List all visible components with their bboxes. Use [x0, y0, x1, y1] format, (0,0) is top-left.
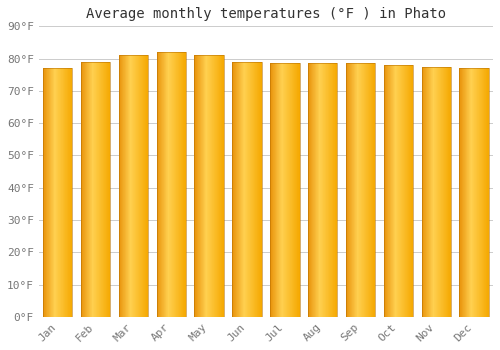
Bar	[194, 55, 224, 317]
Bar	[270, 63, 300, 317]
Bar	[346, 63, 376, 317]
Bar	[81, 62, 110, 317]
Title: Average monthly temperatures (°F ) in Phato: Average monthly temperatures (°F ) in Ph…	[86, 7, 446, 21]
Bar	[43, 68, 72, 317]
Bar	[156, 52, 186, 317]
Bar	[384, 65, 413, 317]
Bar	[308, 63, 338, 317]
Bar	[118, 55, 148, 317]
Bar	[422, 66, 451, 317]
Bar	[460, 68, 489, 317]
Bar	[232, 62, 262, 317]
